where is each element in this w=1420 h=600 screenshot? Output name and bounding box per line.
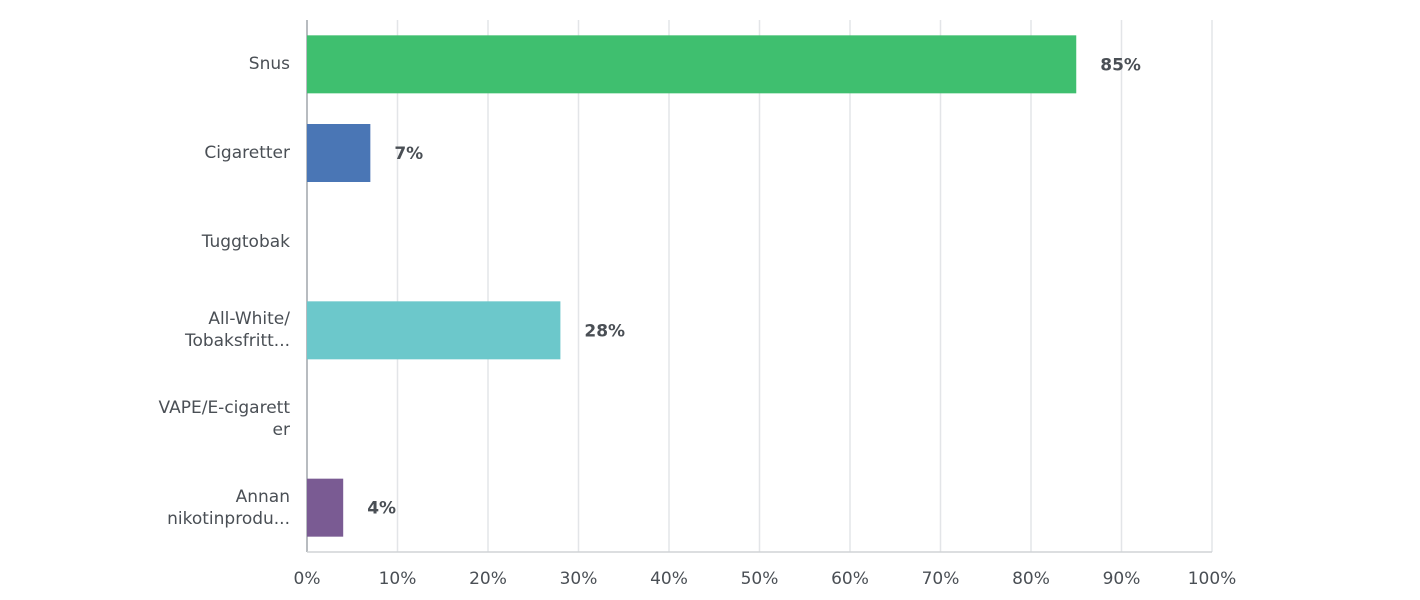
- bar: [307, 301, 561, 360]
- bar: [307, 35, 1077, 94]
- y-tick-label: Annan nikotinprodu...: [167, 486, 290, 529]
- x-tick-label: 80%: [1012, 569, 1050, 589]
- y-tick-label: VAPE/E-cigarett er: [158, 398, 290, 440]
- value-label: 85%: [1100, 55, 1141, 75]
- value-label: 7%: [394, 144, 423, 164]
- bar: [307, 124, 371, 182]
- value-label: 4%: [367, 499, 396, 519]
- x-tick-label: 70%: [922, 569, 960, 589]
- x-tick-label: 0%: [294, 569, 321, 589]
- y-tick-label: Cigaretter: [204, 143, 290, 163]
- x-tick-label: 100%: [1188, 569, 1237, 589]
- bar: [307, 478, 344, 537]
- x-tick-label: 10%: [379, 569, 417, 589]
- x-tick-label: 50%: [741, 569, 779, 589]
- value-label: 28%: [584, 321, 625, 341]
- x-tick-label: 40%: [650, 569, 688, 589]
- x-tick-label: 30%: [560, 569, 598, 589]
- y-tick-label: Snus: [248, 54, 290, 75]
- y-tick-label: Tuggtobak: [201, 231, 290, 252]
- x-tick-label: 60%: [831, 569, 869, 589]
- x-tick-label: 90%: [1103, 569, 1141, 589]
- x-tick-label: 20%: [469, 569, 507, 589]
- y-tick-label: All-White/ Tobaksfritt...: [184, 309, 290, 352]
